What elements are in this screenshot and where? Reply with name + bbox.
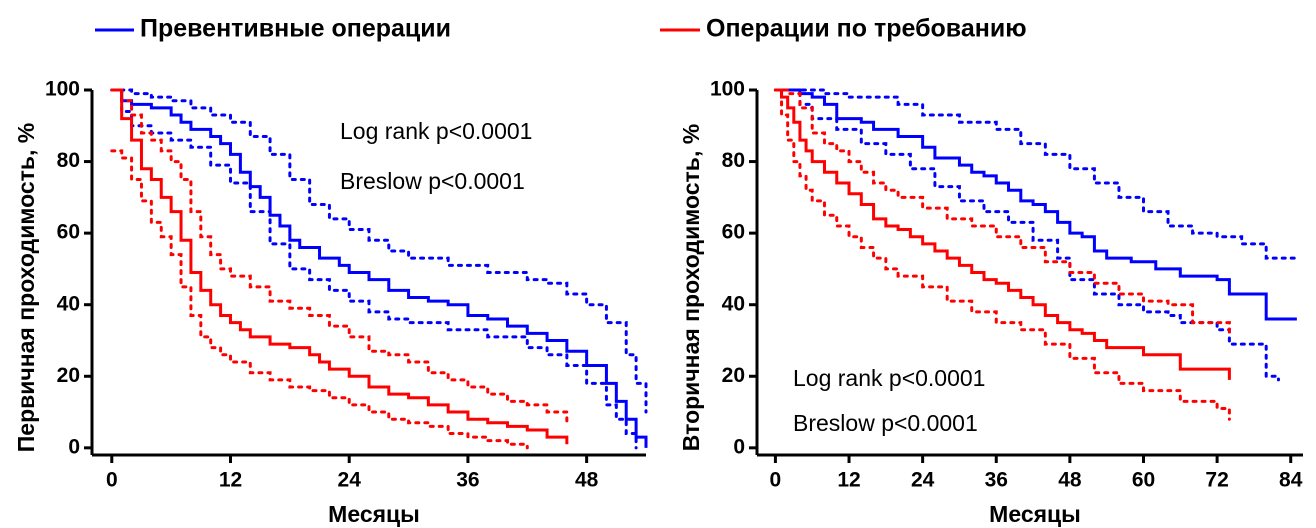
x-tick-label: 0: [770, 469, 782, 492]
x-tick-label: 12: [837, 469, 860, 492]
annotation: Log rank p<0.0001: [340, 118, 532, 144]
y-tick-label: 0: [68, 435, 80, 458]
x-tick-label: 84: [1279, 469, 1303, 492]
y-tick-label: 100: [710, 78, 745, 101]
x-tick-label: 36: [456, 469, 479, 492]
survival-line: [773, 88, 1231, 421]
y-tick-label: 20: [722, 364, 745, 387]
survival-line: [775, 88, 1231, 380]
legend-label: Операции по требованию: [706, 15, 1027, 43]
survival-line: [110, 88, 569, 428]
survival-line: [110, 149, 529, 450]
annotation: Breslow p<0.0001: [793, 410, 978, 436]
y-tick-label: 100: [45, 78, 80, 101]
x-tick-label: 24: [338, 469, 362, 492]
survival-line: [111, 88, 648, 448]
x-tick-label: 24: [911, 469, 935, 492]
x-tick-label: 0: [106, 469, 118, 492]
y-axis-title: Вторичная проходимость, %: [678, 124, 704, 451]
legend-label: Превентивные операции: [140, 15, 451, 43]
annotation: Breslow p<0.0001: [340, 168, 525, 194]
x-tick-label: 48: [1058, 469, 1082, 492]
x-tick-label: 48: [575, 469, 599, 492]
survival-line: [110, 88, 648, 414]
y-tick-label: 20: [57, 364, 80, 387]
y-tick-label: 80: [57, 149, 80, 172]
y-tick-label: 60: [722, 221, 745, 244]
y-tick-label: 0: [733, 435, 745, 458]
y-axis-title: Первичная проходимость, %: [13, 123, 39, 453]
x-tick-label: 72: [1205, 469, 1228, 492]
x-axis-title: Месяцы: [328, 501, 420, 527]
survival-line: [110, 88, 638, 450]
survival-line: [111, 88, 569, 445]
annotation: Log rank p<0.0001: [793, 365, 985, 391]
survival-line: [773, 88, 1280, 382]
x-tick-label: 12: [219, 469, 242, 492]
survival-line: [773, 88, 1231, 335]
y-tick-label: 40: [722, 292, 745, 315]
y-tick-label: 40: [57, 292, 80, 315]
x-tick-label: 36: [985, 469, 1008, 492]
y-tick-label: 60: [57, 221, 80, 244]
x-tick-label: 60: [1132, 469, 1155, 492]
survival-line: [775, 88, 1297, 321]
survival-line: [773, 88, 1299, 260]
y-tick-label: 80: [722, 149, 745, 172]
x-axis-title: Месяцы: [989, 501, 1081, 527]
